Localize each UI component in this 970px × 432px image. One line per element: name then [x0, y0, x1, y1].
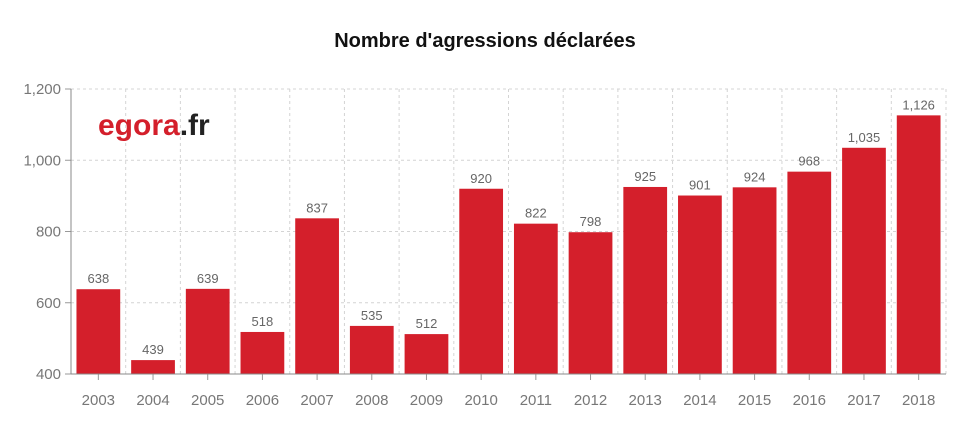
x-tick-label: 2017 [847, 392, 880, 409]
x-tick-label: 2012 [574, 392, 607, 409]
value-label-2012: 798 [580, 214, 602, 229]
value-label-2009: 512 [416, 316, 438, 331]
x-tick-label: 2004 [136, 392, 169, 409]
x-tick-label: 2011 [520, 392, 552, 409]
y-tick-label: 1,000 [23, 152, 61, 169]
x-tick-label: 2015 [738, 392, 771, 409]
y-tick-label: 800 [36, 224, 61, 241]
bar-2010 [459, 188, 504, 374]
bar-2009 [404, 334, 449, 374]
value-label-2006: 518 [252, 314, 274, 329]
value-label-2016: 968 [798, 154, 820, 169]
logo-egora: egora [98, 109, 180, 142]
bar-2015 [732, 187, 777, 374]
value-label-2013: 925 [634, 169, 656, 184]
value-label-2005: 639 [197, 271, 219, 286]
bar-2008 [349, 325, 394, 374]
y-tick-label: 400 [36, 366, 61, 383]
value-label-2014: 901 [689, 178, 711, 193]
x-tick-label: 2009 [410, 392, 443, 409]
logo-fr: .fr [180, 109, 210, 142]
bar-2007 [295, 218, 339, 374]
bar-2006 [240, 331, 285, 374]
bar-2018 [896, 115, 941, 375]
y-tick-label: 600 [36, 295, 61, 312]
value-label-2018: 1,126 [902, 97, 935, 112]
bar-2014 [678, 195, 722, 374]
bar-2005 [185, 288, 230, 374]
x-tick-label: 2014 [683, 392, 716, 409]
x-tick-label: 2010 [464, 392, 497, 409]
bar-2013 [623, 186, 668, 374]
x-tick-label: 2018 [902, 392, 935, 409]
value-labels: 638 439 639 518 837 535 512 920 822 798 925 901 924 9… [87, 97, 934, 357]
bar-2003 [76, 289, 121, 374]
x-tick-label: 2016 [793, 392, 826, 409]
x-tick-label: 2013 [629, 392, 662, 409]
x-tick-label: 2003 [82, 392, 115, 409]
value-label-2003: 638 [87, 271, 109, 286]
chart-title: Nombre d'agressions déclarées [334, 30, 636, 52]
value-label-2010: 920 [470, 171, 492, 186]
bar-2017 [842, 147, 886, 374]
x-tick-label: 2005 [191, 392, 224, 409]
value-label-2007: 837 [306, 200, 328, 215]
bar-2011 [513, 223, 558, 374]
x-tick-label: 2006 [246, 392, 279, 409]
y-tick-label: 1,200 [23, 81, 61, 98]
value-label-2015: 924 [744, 169, 766, 184]
value-label-2008: 535 [361, 308, 383, 323]
x-tick-label: 2008 [355, 392, 388, 409]
value-label-2011: 822 [525, 206, 547, 221]
axes: 400 600 800 1,000 1,200 2003 2004 2005 2006 2007 2… [23, 81, 946, 409]
bar-2012 [568, 232, 613, 374]
bar-2004 [131, 360, 175, 374]
value-label-2004: 439 [142, 342, 164, 357]
bars [76, 115, 941, 375]
egora-logo: egora.fr [98, 109, 210, 142]
bar-2016 [787, 171, 832, 374]
x-tick-label: 2007 [300, 392, 333, 409]
value-label-2017: 1,035 [848, 130, 881, 145]
